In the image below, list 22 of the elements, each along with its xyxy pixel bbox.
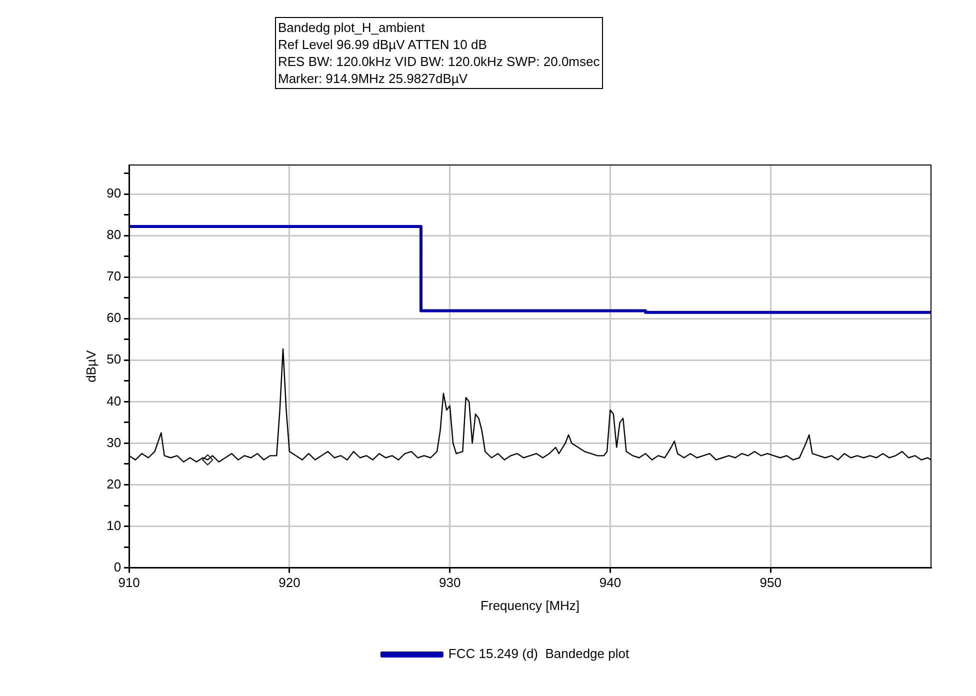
x-tick-label: 930 <box>438 575 461 590</box>
chart-title: Bandedg plot_H_ambient <box>278 19 426 36</box>
y-tick-label: 70 <box>106 268 122 284</box>
legend-label: FCC 15.249 (d) Bandedge plot <box>448 646 630 662</box>
x-tick-label: 910 <box>118 575 140 590</box>
y-axis-title: dBµV <box>83 350 98 382</box>
x-tick-label: 920 <box>278 575 300 590</box>
text: RES BW: 120.0kHz VID BW: 120.0kHz SWP: 20.0msec <box>278 53 600 70</box>
y-tick-label: 80 <box>106 227 122 242</box>
text: Marker: 914.9MHz 25.9827dBµV <box>278 70 469 87</box>
y-tick-label: 40 <box>106 393 122 408</box>
y-tick-label: 20 <box>106 476 122 492</box>
y-tick-label: 30 <box>106 434 122 450</box>
y-tick-label: 0 <box>114 559 122 574</box>
text: Ref Level 96.99 dBµV ATTEN 10 dB <box>278 36 488 53</box>
x-axis-title: Frequency [MHz] <box>480 598 580 613</box>
y-tick-label: 10 <box>106 518 122 533</box>
x-tick-label: 940 <box>599 575 622 590</box>
y-tick-label: 90 <box>106 186 122 201</box>
y-tick-label: 60 <box>106 310 122 326</box>
y-tick-label: 50 <box>106 352 122 367</box>
x-tick-label: 950 <box>760 575 782 590</box>
